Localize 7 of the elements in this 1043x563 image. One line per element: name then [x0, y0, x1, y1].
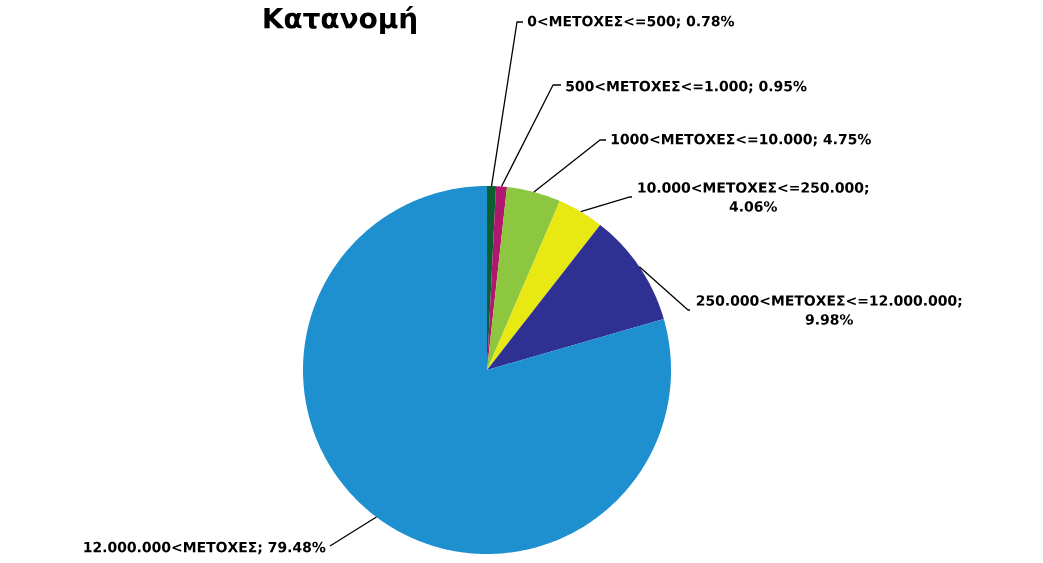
slice-label: 12.000.000<ΜΕΤΟΧΕΣ; 79.48%: [84, 541, 326, 555]
slice-label: 500<ΜΕΤΟΧΕΣ<=1.000; 0.95%: [566, 80, 807, 94]
chart-title: Κατανομή: [264, 5, 416, 35]
slice-label: 250.000<ΜΕΤΟΧΕΣ<=12.000.000; 9.98%: [696, 295, 962, 325]
slice-label: 1000<ΜΕΤΟΧΕΣ<=10.000; 4.75%: [611, 133, 871, 147]
slice-label: 10.000<ΜΕΤΟΧΕΣ<=250.000; 4.06%: [638, 182, 868, 212]
slice-label: 0<ΜΕΤΟΧΕΣ<=500; 0.78%: [527, 15, 735, 29]
